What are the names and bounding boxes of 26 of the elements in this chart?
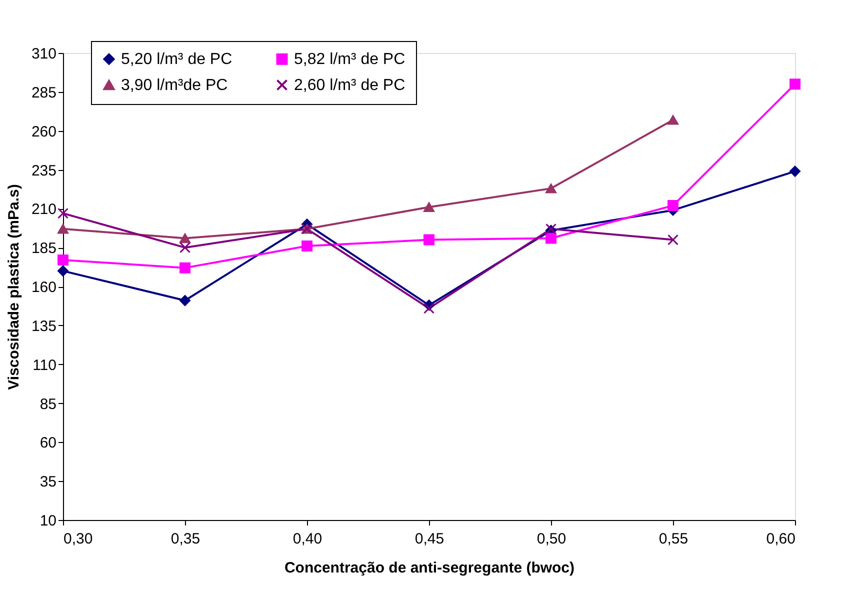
x-tick-label: 0,60 — [766, 530, 796, 548]
x-tick-label: 0,45 — [414, 530, 444, 548]
y-tick-label: 110 — [32, 356, 56, 374]
x-tick-label: 0,35 — [170, 530, 200, 548]
y-tick-label: 310 — [31, 46, 56, 62]
legend-label: 2,60 l/m³ de PC — [294, 77, 406, 94]
y-tick-label: 85 — [40, 396, 56, 413]
legend-label: 5,20 l/m³ de PC — [121, 51, 232, 68]
y-tick-label: 235 — [31, 162, 56, 180]
x-tick-label: 0,30 — [64, 530, 93, 548]
y-axis-title: Viscosidade plastica (mPa.s) — [5, 184, 22, 390]
y-tick-label: 160 — [31, 279, 56, 296]
y-tick-label: 135 — [31, 318, 56, 335]
x-axis-title: Concentração de anti-segregante (bwoc) — [284, 560, 575, 576]
x-tick-label: 0,55 — [658, 530, 688, 548]
x-tick-label: 0,50 — [536, 530, 566, 548]
y-tick-label: 60 — [40, 434, 56, 452]
y-tick-label: 10 — [40, 512, 56, 530]
legend-label: 5,82 l/m³ de PC — [294, 51, 406, 68]
y-tick-label: 260 — [31, 123, 56, 140]
y-tick-label: 185 — [31, 240, 56, 258]
legend-label: 3,90 l/m³de PC — [121, 77, 228, 94]
y-tick-label: 285 — [31, 84, 56, 102]
y-tick-label: 210 — [31, 201, 56, 218]
x-tick-label: 0,40 — [292, 530, 322, 548]
y-tick-label: 35 — [40, 474, 56, 491]
